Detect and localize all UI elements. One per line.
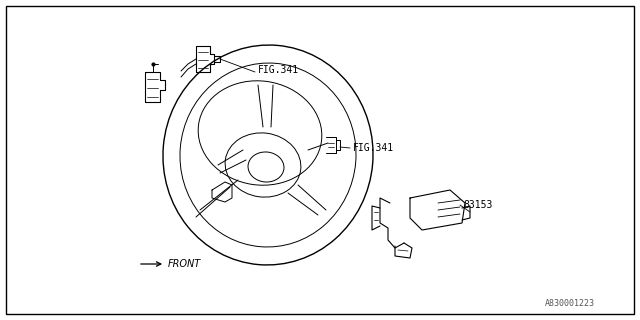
Text: A830001223: A830001223 [545,299,595,308]
Text: FIG.341: FIG.341 [258,65,299,75]
Text: FRONT: FRONT [168,259,201,269]
Text: 83153: 83153 [463,200,492,210]
Text: FIG.341: FIG.341 [353,143,394,153]
